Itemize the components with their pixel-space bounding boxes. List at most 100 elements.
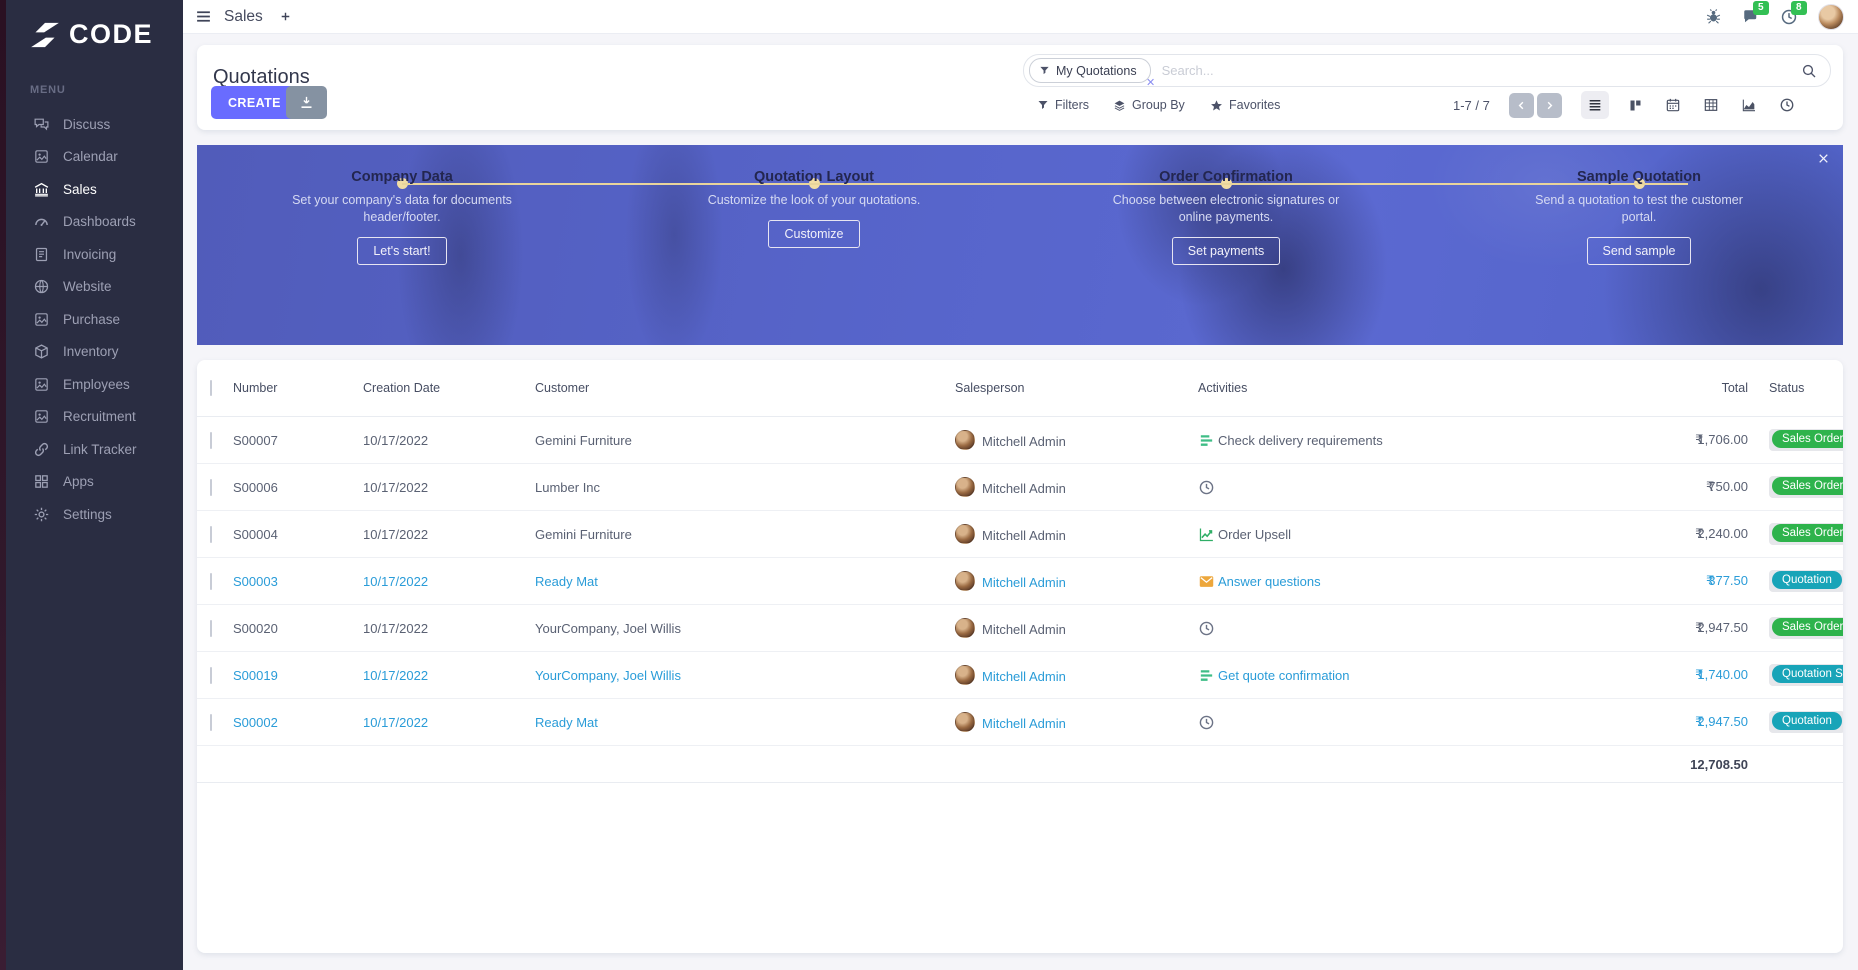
pager-previous-button[interactable]	[1509, 93, 1534, 118]
view-switch-list[interactable]	[1581, 91, 1609, 119]
step-action-button[interactable]: Set payments	[1171, 236, 1281, 265]
status-badge: Sales Order	[1772, 618, 1843, 636]
column-header-total[interactable]: Total	[1678, 360, 1755, 417]
search-options-toolbar: Filters Group By Favorites 1-7 / 7	[1023, 90, 1829, 120]
total-amount: ₹750.00	[1678, 463, 1755, 511]
activity-cell[interactable]: Get quote confirmation	[1198, 651, 1678, 699]
column-header-salesperson[interactable]: Salesperson	[955, 360, 1198, 417]
activity-cell[interactable]: Answer questions	[1198, 557, 1678, 605]
view-switch-kanban[interactable]	[1621, 91, 1649, 119]
sidebar-item-purchase[interactable]: Purchase	[6, 303, 183, 336]
activity-cell[interactable]	[1198, 698, 1678, 746]
apps-menu-icon[interactable]	[183, 8, 214, 25]
step-description: Customize the look of your quotations.	[707, 193, 921, 207]
view-switch-calendar[interactable]	[1659, 91, 1687, 119]
row-checkbox[interactable]	[210, 619, 212, 637]
activity-cell[interactable]	[1198, 463, 1678, 511]
activity-cell[interactable]	[1198, 604, 1678, 652]
group-by-button[interactable]: Group By	[1113, 90, 1185, 120]
sidebar-item-label: Apps	[63, 474, 94, 490]
view-switch-activity[interactable]	[1773, 91, 1801, 119]
trend-activity-icon	[1198, 526, 1215, 543]
favorites-button[interactable]: Favorites	[1210, 90, 1280, 120]
search-input[interactable]	[1159, 62, 1801, 79]
sidebar-nav: Discuss Calendar Sales Dashboards Invoic…	[6, 108, 183, 531]
topbar-systray: 5 8	[1705, 0, 1858, 30]
column-header-status[interactable]: Status	[1755, 360, 1843, 417]
banner-close-icon[interactable]	[1817, 152, 1830, 165]
column-header-activities[interactable]: Activities	[1198, 360, 1678, 417]
step-action-button[interactable]: Let's start!	[357, 236, 447, 265]
status-badge: Quotation	[1772, 571, 1842, 589]
debug-bug-icon[interactable]	[1705, 8, 1722, 25]
sidebar-item-employees[interactable]: Employees	[6, 368, 183, 401]
customer-name: YourCompany, Joel Willis	[535, 604, 955, 652]
export-button[interactable]	[286, 86, 327, 119]
row-checkbox[interactable]	[210, 525, 212, 543]
quotation-row-s00020[interactable]: S00020 10/17/2022 YourCompany, Joel Will…	[197, 604, 1843, 652]
filters-button[interactable]: Filters	[1037, 90, 1089, 120]
tasks-activity-icon	[1198, 432, 1215, 449]
sidebar-item-sales[interactable]: Sales	[6, 173, 183, 206]
sidebar-item-label: Sales	[63, 181, 97, 197]
sidebar-item-label: Calendar	[63, 149, 118, 165]
quotation-row-s00006[interactable]: S00006 10/17/2022 Lumber Inc Mitchell Ad…	[197, 463, 1843, 511]
salesperson-cell: Mitchell Admin	[955, 463, 1198, 511]
row-checkbox[interactable]	[210, 666, 212, 684]
sidebar-item-settings[interactable]: Settings	[6, 498, 183, 531]
column-header-creation-date[interactable]: Creation Date	[363, 360, 535, 417]
step-action-button[interactable]: Customize	[768, 219, 860, 248]
pager-next-button[interactable]	[1537, 93, 1562, 118]
currency-symbol: ₹	[1695, 432, 1704, 447]
facet-remove-icon[interactable]: ✕	[1146, 77, 1156, 89]
activity-cell[interactable]: Check delivery requirements	[1198, 416, 1678, 464]
sidebar-item-label: Discuss	[63, 116, 111, 132]
status-cell: Sales Order	[1755, 416, 1843, 464]
search-icon[interactable]	[1801, 63, 1817, 79]
column-header-number[interactable]: Number	[233, 360, 363, 417]
sidebar-item-recruitment[interactable]: Recruitment	[6, 401, 183, 434]
salesperson-cell: Mitchell Admin	[955, 416, 1198, 464]
quotation-row-s00019[interactable]: S00019 10/17/2022 YourCompany, Joel Will…	[197, 651, 1843, 699]
activity-cell[interactable]: Order Upsell	[1198, 510, 1678, 558]
row-checkbox[interactable]	[210, 478, 212, 496]
sidebar-item-dashboards[interactable]: Dashboards	[6, 206, 183, 239]
customer-name: YourCompany, Joel Willis	[535, 651, 955, 699]
brand-name: CODE	[69, 19, 154, 49]
messages-icon[interactable]: 5	[1742, 0, 1769, 26]
quotation-row-s00004[interactable]: S00004 10/17/2022 Gemini Furniture Mitch…	[197, 510, 1843, 558]
row-checkbox[interactable]	[210, 713, 212, 731]
select-all-checkbox[interactable]	[210, 380, 212, 396]
table-header-row: Number Creation Date Customer Salesperso…	[197, 360, 1843, 417]
activities-clock-icon[interactable]: 8	[1780, 0, 1807, 26]
sidebar-item-calendar[interactable]: Calendar	[6, 141, 183, 174]
salesperson-avatar	[955, 712, 975, 732]
sidebar-item-link-tracker[interactable]: Link Tracker	[6, 433, 183, 466]
sidebar-item-inventory[interactable]: Inventory	[6, 336, 183, 369]
sidebar-item-invoicing[interactable]: Invoicing	[6, 238, 183, 271]
sidebar-item-website[interactable]: Website	[6, 271, 183, 304]
status-cell: Sales Order	[1755, 463, 1843, 511]
view-switch-graph[interactable]	[1735, 91, 1763, 119]
row-checkbox[interactable]	[210, 572, 212, 590]
search-bar[interactable]: My Quotations ✕	[1023, 54, 1831, 89]
step-action-button[interactable]: Send sample	[1586, 236, 1692, 265]
view-switch-pivot[interactable]	[1697, 91, 1725, 119]
sidebar-item-apps[interactable]: Apps	[6, 466, 183, 499]
brand-logo[interactable]: CODE	[6, 0, 183, 50]
step-title: Quotation Layout	[753, 169, 874, 185]
sidebar-item-discuss[interactable]: Discuss	[6, 108, 183, 141]
row-checkbox[interactable]	[210, 431, 212, 449]
current-app-label[interactable]: Sales	[224, 7, 263, 25]
user-avatar[interactable]	[1818, 3, 1844, 30]
search-facet-my-quotations[interactable]: My Quotations	[1029, 58, 1151, 83]
quotation-row-s00003[interactable]: S00003 10/17/2022 Ready Mat Mitchell Adm…	[197, 557, 1843, 605]
new-tab-icon[interactable]	[279, 10, 292, 23]
quotation-row-s00007[interactable]: S00007 10/17/2022 Gemini Furniture Mitch…	[197, 416, 1843, 464]
column-header-customer[interactable]: Customer	[535, 360, 955, 417]
create-button[interactable]: CREATE	[211, 86, 298, 119]
status-badge: Sales Order	[1772, 477, 1843, 495]
funnel-icon	[1037, 99, 1049, 111]
quotation-row-s00002[interactable]: S00002 10/17/2022 Ready Mat Mitchell Adm…	[197, 698, 1843, 746]
currency-symbol: ₹	[1695, 620, 1704, 635]
